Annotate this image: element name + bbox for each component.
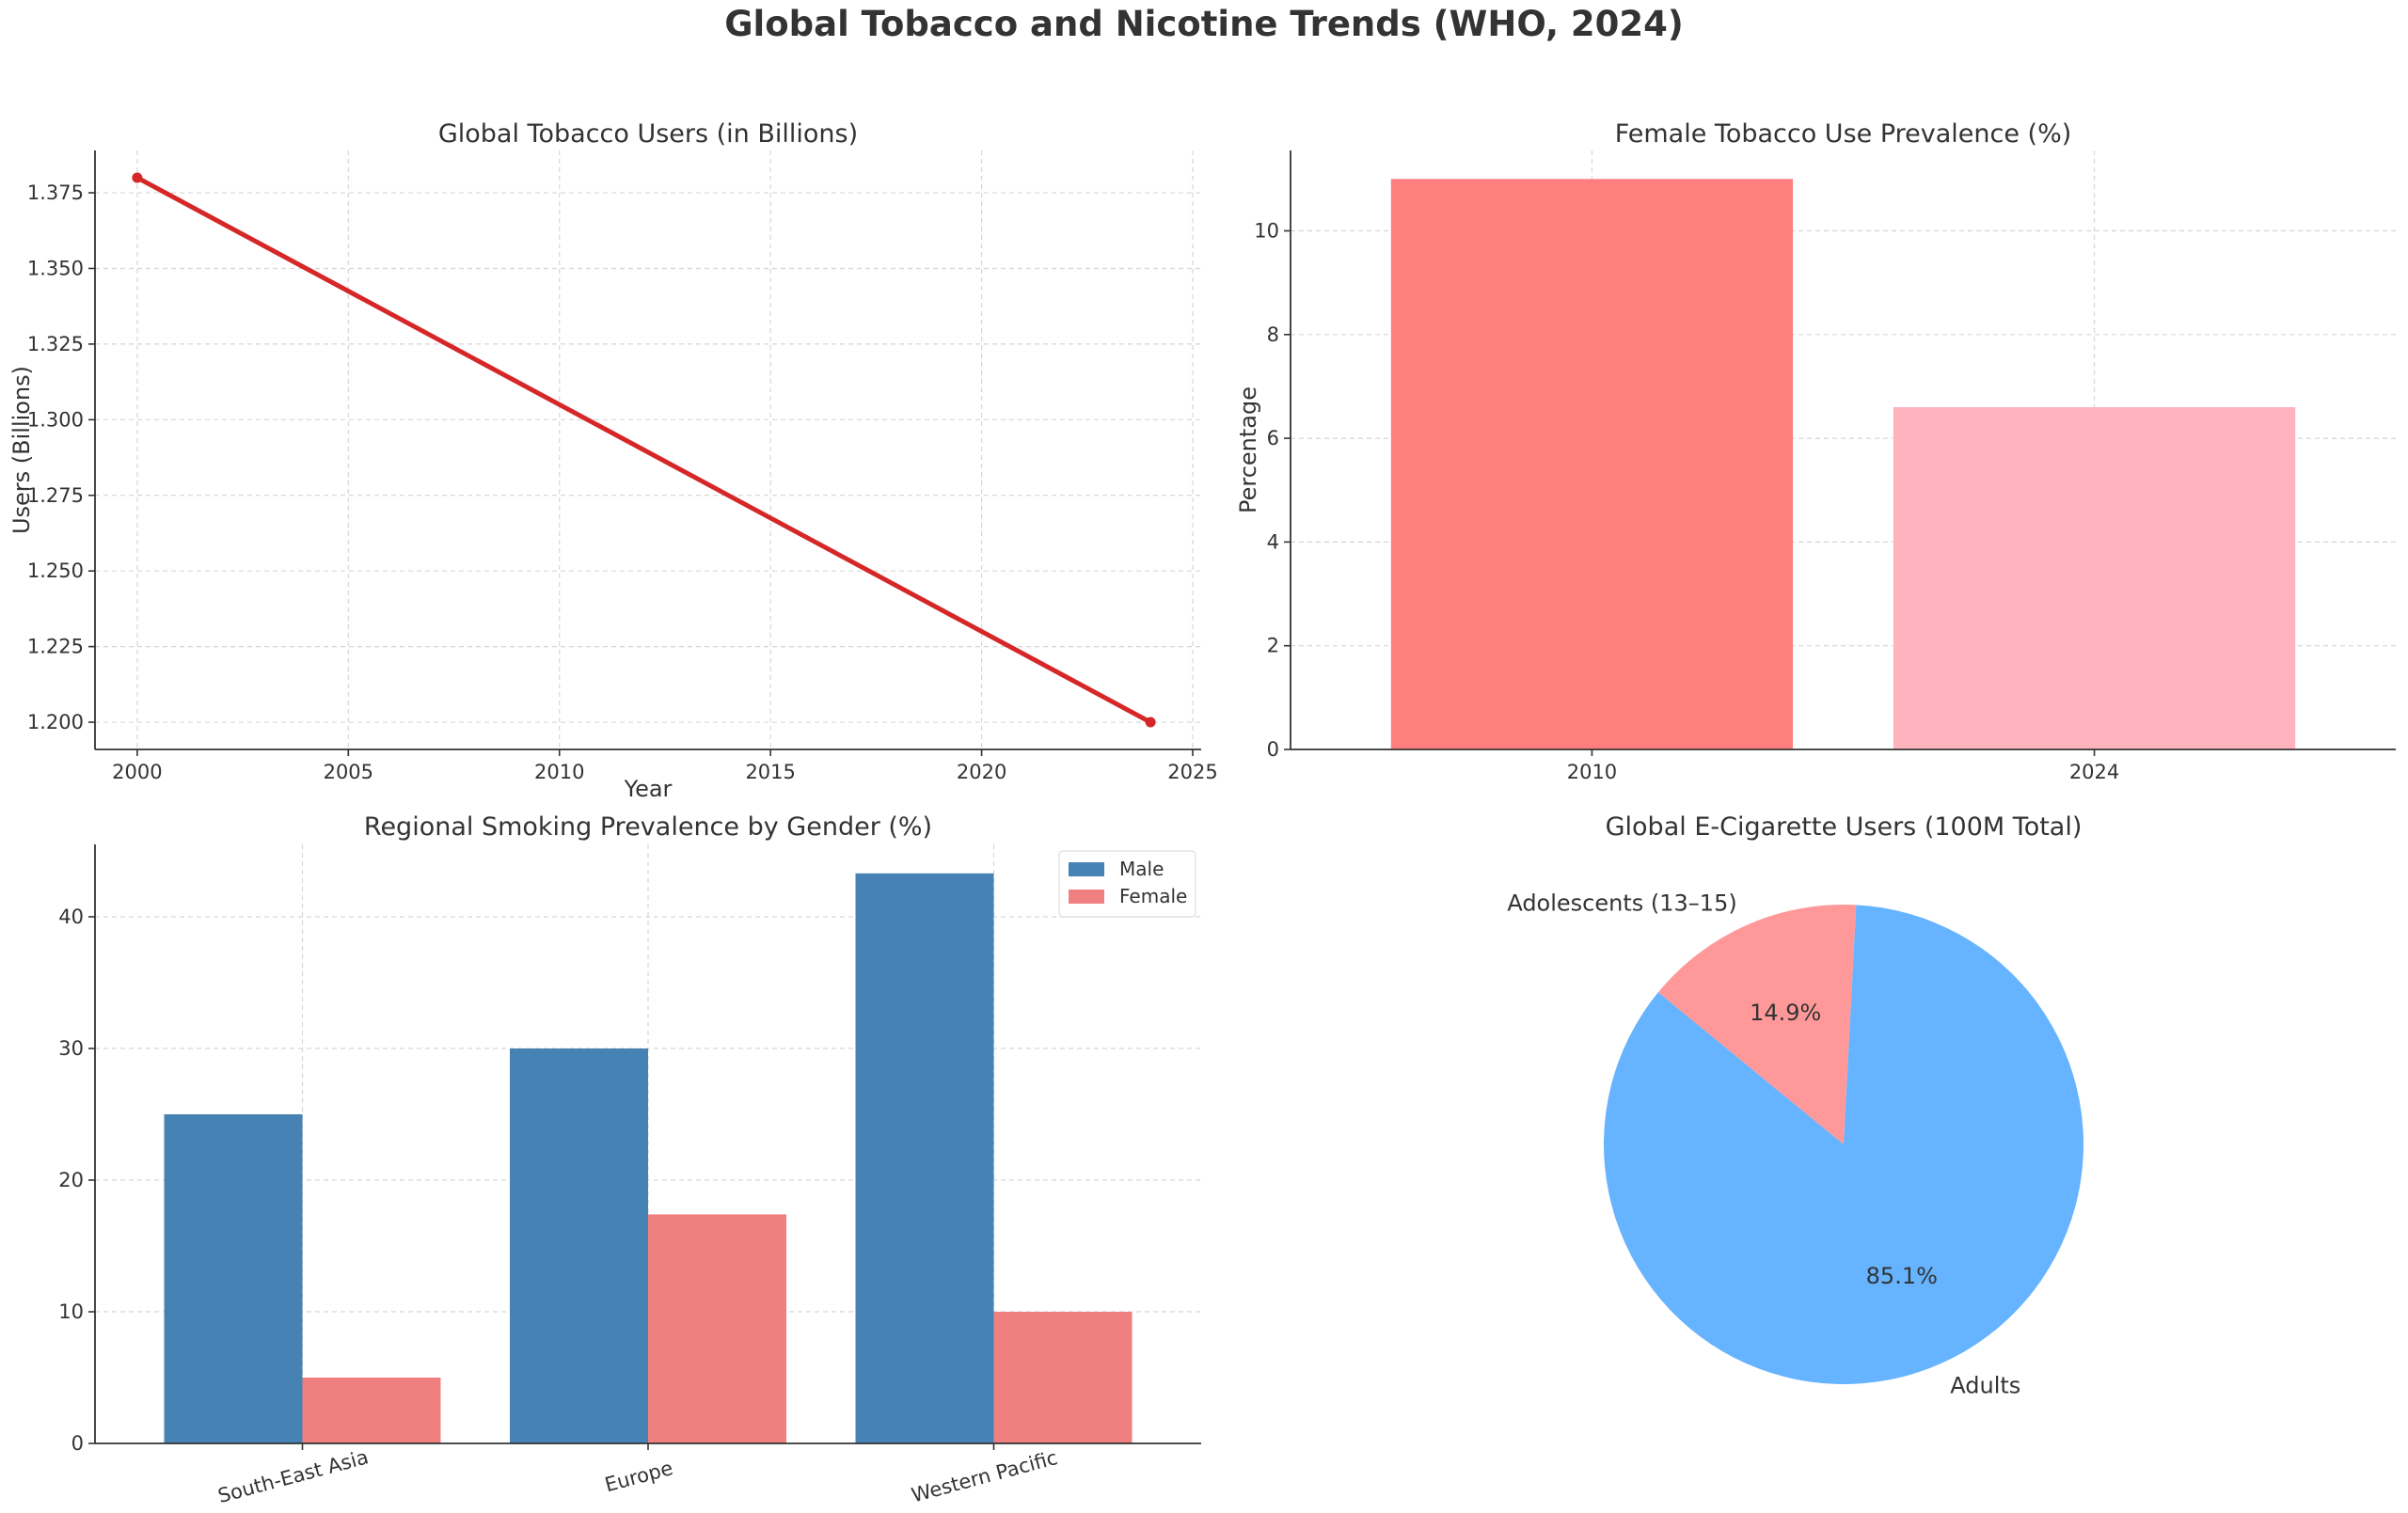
chart-title: Regional Smoking Prevalence by Gender (%… [364,812,932,842]
y-tick-label: 0 [1267,738,1279,761]
x-tick-label: Europe [602,1457,675,1496]
pie-slice-label: Adults [1950,1373,2020,1399]
y-tick-label: 10 [58,1300,84,1323]
y-tick-label: 1.250 [27,559,84,582]
y-tick-label: 1.325 [27,333,84,355]
y-tick-label: 40 [58,906,84,928]
pie-slice-label: Adolescents (13–15) [1507,890,1736,916]
legend-label-male: Male [1119,858,1164,880]
y-tick-label: 20 [58,1169,84,1191]
x-tick-label: 2010 [1567,761,1617,783]
y-tick-label: 8 [1267,323,1279,346]
bar-female [302,1378,441,1443]
x-tick-label: South-East Asia [215,1445,371,1507]
bar [1893,407,2296,749]
data-point [132,172,143,183]
bar-female [648,1214,786,1443]
legend-swatch-male [1069,862,1104,876]
y-tick-label: 10 [1254,219,1279,242]
y-axis-label: Users (Billions) [8,366,35,534]
pie-slice [1657,905,1857,1144]
bar-male [164,1114,303,1443]
pie-slice-percent: 85.1% [1866,1263,1938,1289]
y-axis-label: Percentage [1235,386,1261,513]
y-tick-label: 1.200 [27,711,84,733]
y-tick-label: 1.225 [27,636,84,658]
y-tick-label: 2 [1267,635,1279,657]
x-tick-label: 2020 [957,761,1006,783]
bar [1390,179,1794,750]
y-tick-label: 6 [1267,427,1279,449]
x-tick-label: 2010 [534,761,584,783]
x-axis-label: Year [624,776,673,802]
x-tick-label: Western Pacific [910,1446,1060,1506]
y-tick-label: 0 [71,1432,84,1455]
legend-swatch-female [1069,890,1104,904]
line-chart-global-tobacco-users: 2000 2005 2010 2015 2020 2025 1.200 1.225 1.250 1… [8,119,1218,802]
y-tick-label: 1.350 [27,257,84,279]
y-tick-label: 30 [58,1037,84,1060]
bar-chart-female-prevalence: 0 2 4 6 8 10 2010 2024 Female Tobacco Use Preval… [1235,119,2396,783]
pie-slice-percent: 14.9% [1750,1000,1821,1026]
x-tick-label: 2025 [1167,761,1217,783]
series-line [135,175,1153,725]
y-tick-label: 4 [1267,530,1279,553]
chart-title: Female Tobacco Use Prevalence (%) [1615,119,2072,149]
x-tick-label: 2024 [2069,761,2119,783]
bar-male [510,1048,648,1443]
chart-title: Global Tobacco Users (in Billions) [438,119,858,149]
x-tick-label: 2015 [745,761,795,783]
y-tick-label: 1.275 [27,484,84,507]
figure-title: Global Tobacco and Nicotine Trends (WHO,… [724,4,1684,44]
bar-female [993,1312,1133,1443]
data-point [1145,717,1156,728]
x-tick-label: 2005 [324,761,373,783]
legend-label-female: Female [1119,885,1187,907]
grouped-bar-chart-regional-prevalence: 0 10 20 30 40 South-East Asia Europe Western Pa… [58,812,1201,1507]
x-tick-label: 2000 [112,761,162,783]
pie-chart-e-cigarette-users: Adolescents (13–15) 14.9% Adults 85.1% Globa… [1507,812,2084,1399]
pie-slice [1604,905,2084,1385]
y-tick-label: 1.300 [27,408,84,431]
legend: Male Female [1058,850,1196,918]
y-tick-label: 1.375 [27,181,84,204]
chart-title: Global E-Cigarette Users (100M Total) [1606,812,2083,842]
bar-male [855,873,994,1443]
